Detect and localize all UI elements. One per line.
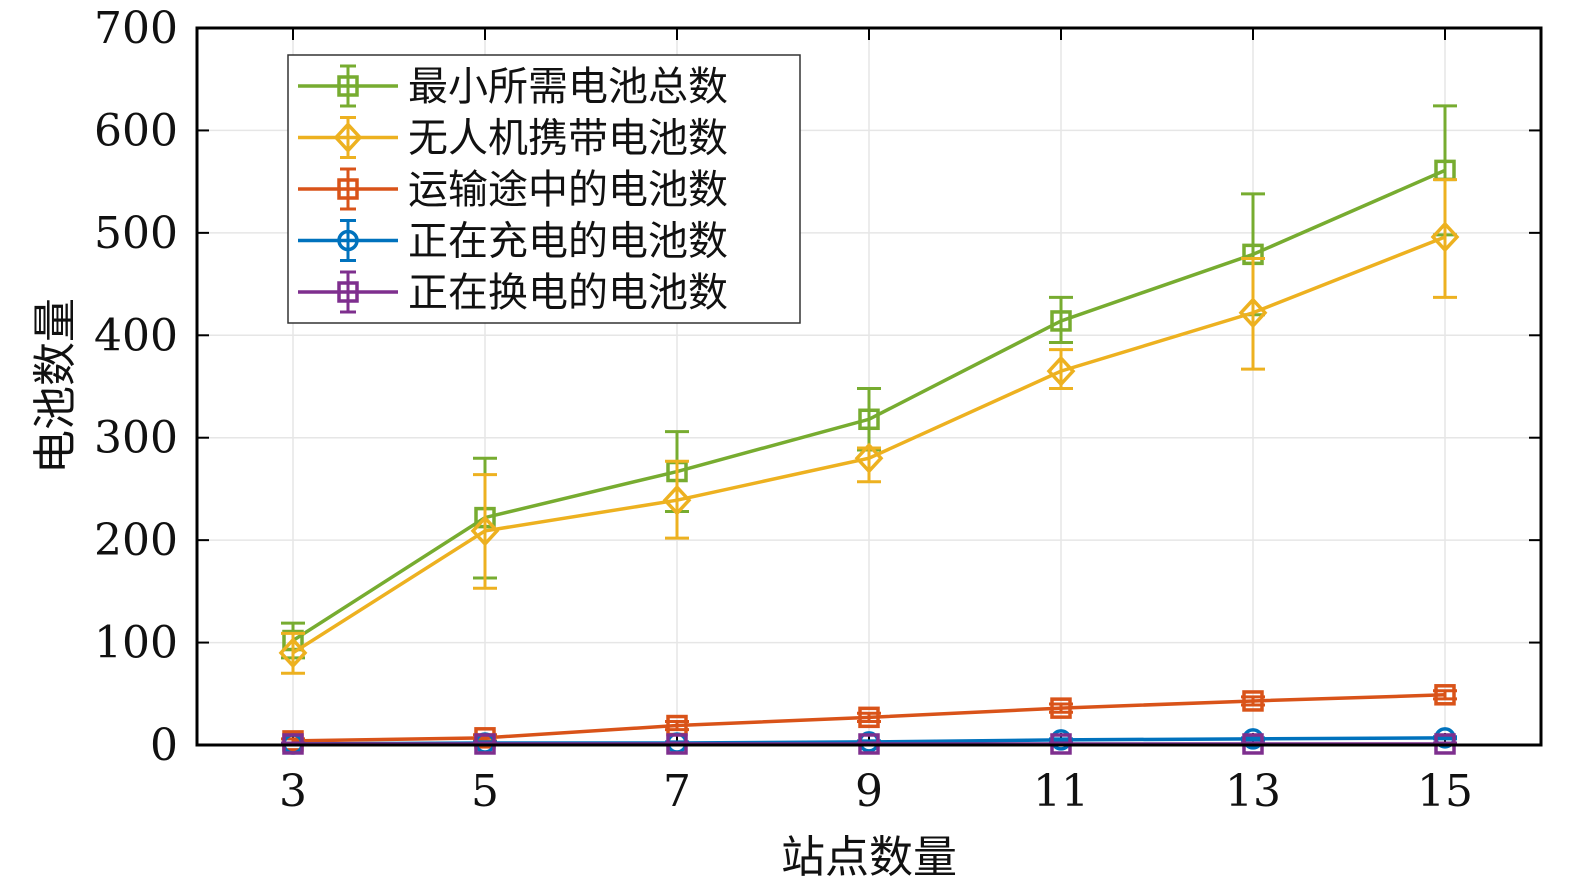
legend-item: 最小所需电池总数 <box>298 64 728 110</box>
legend-label: 运输途中的电池数 <box>408 167 728 213</box>
y-tick-label: 100 <box>94 618 178 669</box>
legend-item: 正在换电的电池数 <box>298 270 728 316</box>
x-tick-label: 11 <box>1033 766 1089 817</box>
square-marker <box>1050 697 1072 719</box>
grid <box>197 27 1541 746</box>
square-marker <box>337 281 359 303</box>
diamond-marker <box>854 442 884 474</box>
square-marker <box>1242 690 1264 712</box>
y-tick-label: 0 <box>150 720 178 771</box>
legend-label: 正在充电的电池数 <box>408 219 728 265</box>
y-tick-label: 300 <box>94 413 178 464</box>
x-tick-label: 3 <box>279 766 307 817</box>
y-tick-label: 400 <box>94 310 178 361</box>
y-tick-label: 700 <box>94 3 178 54</box>
diamond-marker <box>1430 221 1460 253</box>
y-tick-label: 600 <box>94 105 178 156</box>
legend-item: 运输途中的电池数 <box>298 167 728 213</box>
x-tick-label: 15 <box>1417 766 1473 817</box>
x-tick-label: 7 <box>663 766 691 817</box>
legend-label: 无人机携带电池数 <box>408 116 728 162</box>
series-1 <box>278 178 1460 675</box>
x-tick-label: 5 <box>471 766 499 817</box>
x-tick-label: 9 <box>855 766 883 817</box>
diamond-marker <box>1046 355 1076 387</box>
axis-ticks: 3 5 7 9 11 13 15 0 100 200 300 400 500 600 700 <box>94 3 1541 817</box>
diamond-marker <box>470 515 500 547</box>
square-marker <box>337 178 359 200</box>
plot-frame <box>195 26 1543 747</box>
x-axis-label: 站点数量 <box>781 832 957 883</box>
diamond-marker <box>1238 297 1268 329</box>
series-2 <box>281 684 1457 752</box>
diamond-marker <box>662 484 692 516</box>
circle-marker <box>337 229 359 252</box>
square-marker <box>858 706 880 729</box>
legend-label: 正在换电的电池数 <box>408 270 728 316</box>
diamond-marker <box>278 637 308 669</box>
diamond-marker <box>333 121 363 154</box>
y-tick-label: 200 <box>94 515 178 566</box>
square-marker <box>1434 684 1456 706</box>
legend-item: 正在充电的电池数 <box>298 219 728 265</box>
legend-item: 无人机携带电池数 <box>298 116 728 162</box>
series-3 <box>281 727 1457 755</box>
y-tick-label: 500 <box>94 208 178 259</box>
square-marker <box>337 75 359 97</box>
square-marker <box>858 408 880 431</box>
x-tick-label: 13 <box>1225 766 1281 817</box>
legend-label: 最小所需电池总数 <box>408 64 728 110</box>
square-marker <box>1050 310 1072 332</box>
y-axis-label: 电池数量 <box>30 298 81 474</box>
